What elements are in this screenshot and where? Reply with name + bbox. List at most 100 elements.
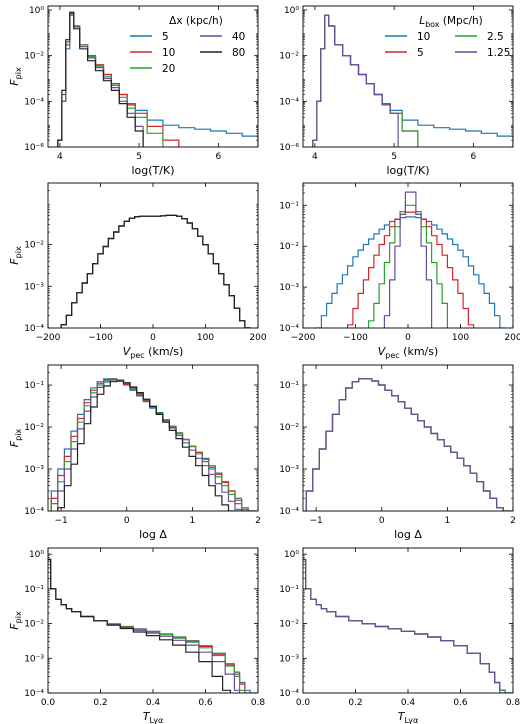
legend-label: 1.25 bbox=[487, 47, 510, 59]
x-tick-label: 0 bbox=[405, 333, 411, 343]
y-tick-label: 10⁰ bbox=[284, 550, 299, 560]
x-tick-label: 0.6 bbox=[198, 698, 213, 708]
legend: Lbox (Mpc/h) 10 2.5 5 1.25 bbox=[385, 15, 510, 59]
series-blue bbox=[305, 378, 511, 511]
series-blue bbox=[57, 14, 258, 147]
y-tick-label: 10⁻³ bbox=[279, 465, 299, 475]
series-red bbox=[305, 378, 511, 511]
series-purple bbox=[305, 378, 504, 511]
x-tick-label: 4 bbox=[312, 152, 318, 162]
y-axis-label: Fpix bbox=[8, 611, 23, 630]
plot-frame bbox=[47, 547, 259, 694]
y-tick-label: 10⁻² bbox=[24, 241, 44, 251]
y-tick-label: 10⁰ bbox=[284, 6, 299, 16]
series-group bbox=[48, 558, 256, 693]
series-purple bbox=[48, 558, 241, 693]
legend-label: 10 bbox=[162, 47, 175, 59]
legend-title: Δx (kpc/h) bbox=[169, 15, 223, 27]
x-tick-label: −1 bbox=[309, 516, 322, 526]
series-purple bbox=[312, 14, 399, 147]
plot-frame bbox=[302, 547, 514, 694]
series-black bbox=[48, 558, 231, 693]
series-group bbox=[60, 214, 251, 328]
x-tick-label: −100 bbox=[88, 333, 113, 343]
x-tick-label: 5 bbox=[391, 152, 397, 162]
x-tick-label: 0.0 bbox=[41, 698, 56, 708]
x-tick-label: 0 bbox=[150, 333, 156, 343]
series-green bbox=[305, 378, 511, 511]
x-axis-label: log Δ bbox=[394, 528, 422, 541]
plot-frame bbox=[47, 182, 259, 329]
series-black bbox=[57, 380, 243, 511]
y-tick-label: 10⁻³ bbox=[24, 654, 44, 664]
series-blue bbox=[315, 216, 506, 328]
x-tick-label: 2 bbox=[255, 516, 261, 526]
series-purple bbox=[60, 214, 251, 328]
series-purple bbox=[57, 12, 144, 147]
series-blue bbox=[312, 14, 513, 147]
panel-p22: −200 −100 0 100 200 10⁻⁴ 10⁻³ 10⁻² 10⁻¹ Vpec (km/… bbox=[279, 182, 520, 360]
series-black bbox=[57, 11, 144, 147]
series-green bbox=[368, 204, 448, 328]
series-group bbox=[305, 378, 511, 511]
x-tick-label: 0.0 bbox=[296, 698, 311, 708]
series-green bbox=[60, 214, 251, 328]
x-tick-label: 6 bbox=[216, 152, 222, 162]
legend-label: 5 bbox=[417, 47, 424, 59]
y-tick-label: 10⁻² bbox=[24, 620, 44, 630]
y-tick-label: 10⁻¹ bbox=[279, 201, 299, 211]
legend-title: Lbox (Mpc/h) bbox=[419, 15, 483, 29]
y-tick-label: 10⁻² bbox=[24, 52, 44, 62]
x-axis-label: Vpec (km/s) bbox=[378, 345, 439, 360]
y-tick-label: 10⁻⁴ bbox=[279, 324, 299, 334]
panel-p21: −200 −100 0 100 200 10⁻⁴ 10⁻³ 10⁻² Vpec (km/s) Fp… bbox=[8, 182, 267, 360]
y-tick-label: 10⁻² bbox=[24, 423, 44, 433]
y-tick-label: 10⁰ bbox=[29, 6, 44, 16]
x-tick-label: 2 bbox=[510, 516, 516, 526]
panel-p32: −1 0 1 2 10⁻⁴ 10⁻³ 10⁻² 10⁻¹ log Δ bbox=[279, 364, 516, 541]
y-tick-label: 10⁻⁴ bbox=[24, 507, 44, 517]
x-tick-label: −1 bbox=[54, 516, 67, 526]
plot-frame bbox=[47, 5, 259, 148]
x-tick-label: 0.8 bbox=[251, 698, 266, 708]
y-tick-label: 10⁻⁴ bbox=[24, 324, 44, 334]
series-group bbox=[50, 378, 256, 511]
series-green bbox=[303, 558, 511, 693]
y-tick-label: 10⁻² bbox=[279, 620, 299, 630]
x-tick-label: 1 bbox=[445, 516, 451, 526]
y-tick-label: 10⁻⁴ bbox=[24, 689, 44, 699]
series-green bbox=[312, 14, 419, 147]
y-tick-label: 10⁻² bbox=[279, 242, 299, 252]
series-black bbox=[60, 214, 251, 328]
series-green bbox=[48, 558, 246, 693]
y-tick-label: 10⁻² bbox=[279, 423, 299, 433]
y-axis-label: Fpix bbox=[8, 67, 23, 86]
x-tick-label: 200 bbox=[504, 333, 520, 343]
y-tick-label: 10⁰ bbox=[29, 550, 44, 560]
x-tick-label: 1 bbox=[190, 516, 196, 526]
panel-p12: 4 5 6 10⁻⁶ 10⁻⁴ 10⁻² 10⁰ log(T/K) Lbox (Mpc/h) 10… bbox=[279, 5, 514, 177]
legend-label: 2.5 bbox=[487, 31, 504, 43]
y-axis-label: Fpix bbox=[8, 429, 23, 448]
series-blue bbox=[60, 214, 251, 328]
y-tick-label: 10⁻⁶ bbox=[279, 143, 299, 153]
x-tick-label: 0 bbox=[379, 516, 385, 526]
series-purple bbox=[383, 191, 433, 328]
y-tick-label: 10⁻¹ bbox=[24, 585, 44, 595]
x-tick-label: 0.6 bbox=[453, 698, 468, 708]
legend-label: 20 bbox=[162, 63, 175, 75]
y-tick-label: 10⁻³ bbox=[24, 465, 44, 475]
y-tick-label: 10⁻³ bbox=[24, 282, 44, 292]
panel-p11: 4 5 6 10⁻⁶ 10⁻⁴ 10⁻² 10⁰ log(T/K) Fpix Δx (kpc/h)… bbox=[8, 5, 259, 177]
y-tick-label: 10⁻² bbox=[279, 52, 299, 62]
series-red bbox=[57, 13, 180, 147]
x-tick-label: 0.4 bbox=[401, 698, 416, 708]
legend-label: 40 bbox=[232, 31, 245, 43]
y-tick-label: 10⁻⁴ bbox=[24, 97, 44, 107]
x-tick-label: −100 bbox=[343, 333, 368, 343]
x-axis-label: TLyα bbox=[398, 710, 418, 724]
x-tick-label: 4 bbox=[57, 152, 63, 162]
series-group bbox=[57, 11, 258, 147]
x-axis-label: log(T/K) bbox=[132, 164, 175, 177]
